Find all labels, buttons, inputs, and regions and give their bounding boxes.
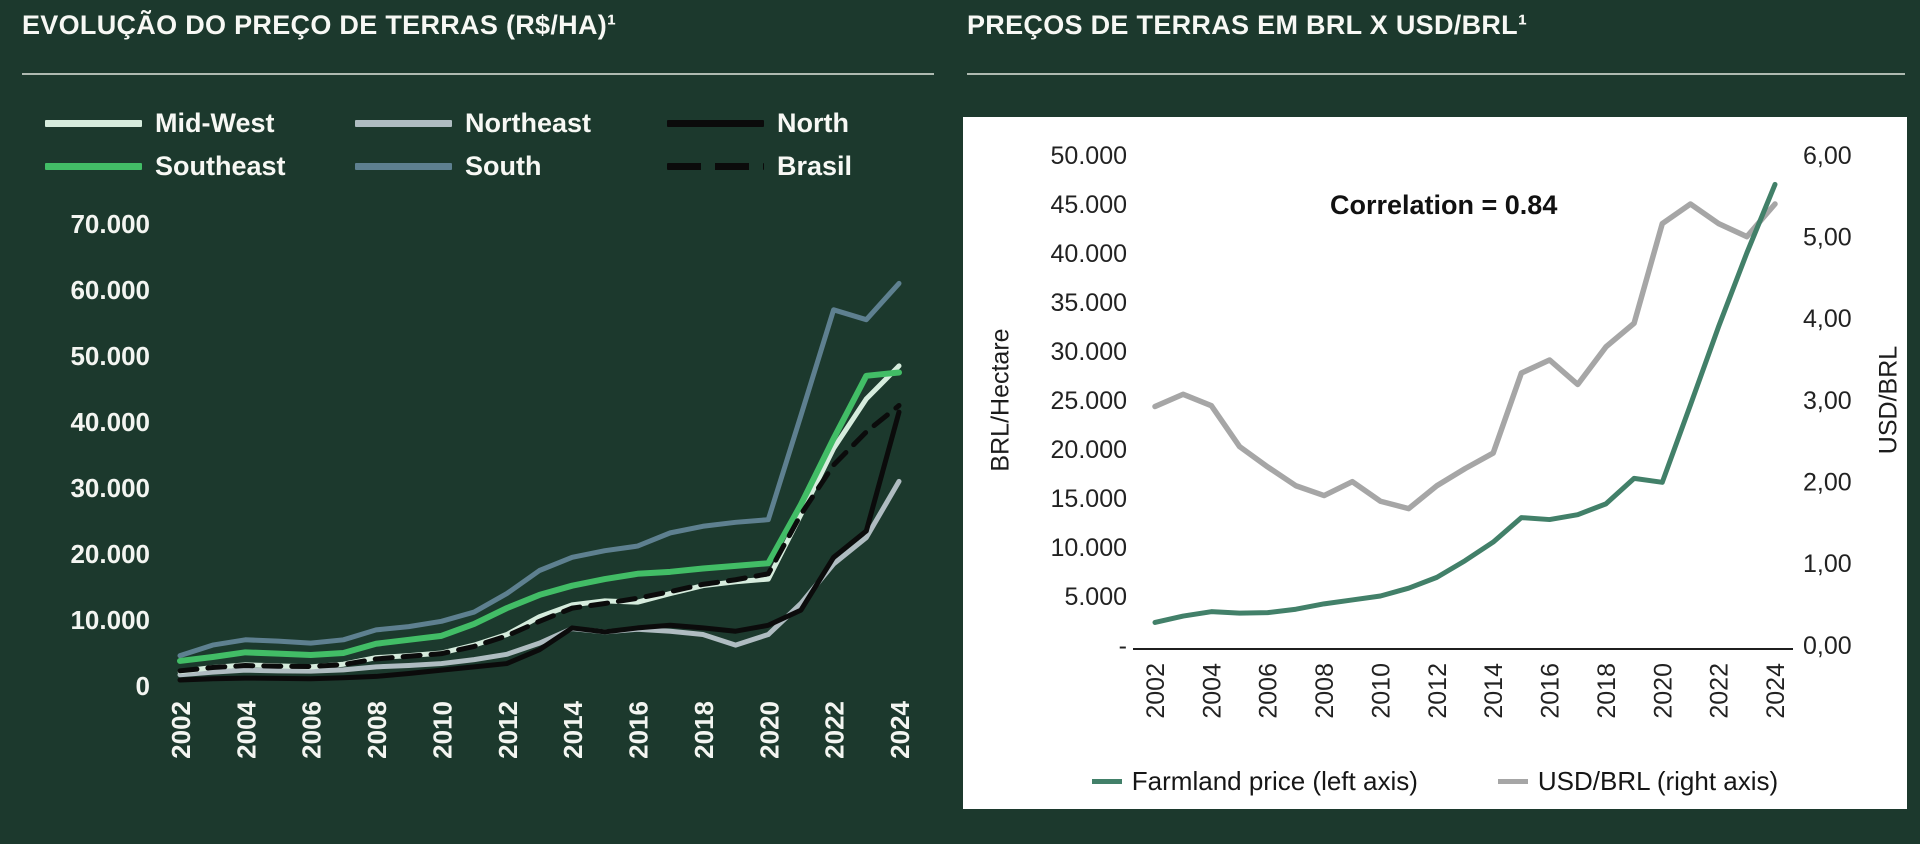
legend-swatch-southeast <box>45 162 142 170</box>
legend-swatch-brasil <box>667 162 764 170</box>
right-legend-swatch-usd-brl-right-axis <box>1497 779 1528 784</box>
brl-hectare-axis-title: BRL/Hectare <box>986 328 1015 472</box>
left-x-tick-label: 2016 <box>624 701 654 759</box>
legend-item-northeast: Northeast <box>355 106 667 140</box>
legend-label: North <box>777 107 849 138</box>
left-x-tick-label: 2004 <box>231 700 261 758</box>
right-legend-item-farmland-price-left-axis: Farmland price (left axis) <box>1091 766 1418 797</box>
left-x-tick-label: 2008 <box>362 701 392 759</box>
left-y-tick-label: 60.000 <box>70 275 150 305</box>
left-y-tick-label: 10.000 <box>70 605 150 635</box>
legend-swatch-north <box>667 119 764 127</box>
left-y-tick-label: 70.000 <box>70 209 150 239</box>
legend-swatch-south <box>355 162 452 170</box>
legend-swatch-mid-west <box>45 119 142 127</box>
legend-item-south: South <box>355 149 667 183</box>
legend-item-brasil: Brasil <box>667 149 967 183</box>
left-y-tick-label: 30.000 <box>70 473 150 503</box>
legend-label: Mid-West <box>155 107 275 138</box>
legend-swatch-northeast <box>355 119 452 127</box>
legend-item-north: North <box>667 106 967 140</box>
left-y-tick-label: 50.000 <box>70 341 150 371</box>
correlation-annotation: Correlation = 0.84 <box>1330 190 1558 220</box>
left-x-tick-label: 2012 <box>493 701 523 759</box>
left-x-tick-label: 2002 <box>166 701 196 759</box>
legend-item-mid-west: Mid-West <box>45 106 355 140</box>
left-y-tick-label: 0 <box>136 671 150 701</box>
right-chart-legend: Farmland price (left axis) USD/BRL (right… <box>963 766 1907 797</box>
legend-label: Northeast <box>465 107 592 138</box>
left-series-line-south <box>177 280 902 659</box>
left-chart-title: EVOLUÇÃO DO PREÇO DE TERRAS (R$/HA)¹ <box>22 10 617 40</box>
left-series-line-northeast <box>177 478 902 678</box>
right-legend-item-usd-brl-right-axis: USD/BRL (right axis) <box>1497 766 1779 797</box>
left-x-tick-label: 2010 <box>427 701 457 759</box>
left-x-tick-label: 2014 <box>558 700 588 758</box>
legend-item-southeast: Southeast <box>45 149 355 183</box>
usd-brl-axis-title: USD/BRL <box>1874 345 1903 455</box>
left-series-line-southeast <box>177 369 902 664</box>
legend-label: Southeast <box>155 150 286 181</box>
right-legend-label: USD/BRL (right axis) <box>1537 766 1779 796</box>
right-legend-label: Farmland price (left axis) <box>1131 766 1418 796</box>
right-chart-title: PREÇOS DE TERRAS EM BRL X USD/BRL¹ <box>967 10 1528 40</box>
left-chart-legend: Mid-West Northeast North Southeast South Bras… <box>45 106 967 183</box>
right-title-underline <box>967 73 1905 75</box>
left-x-tick-label: 2020 <box>754 701 784 759</box>
left-x-tick-label: 2022 <box>820 701 850 759</box>
left-x-tick-label: 2018 <box>689 701 719 759</box>
legend-label: South <box>465 150 542 181</box>
left-x-tick-label: 2006 <box>297 701 327 759</box>
left-title-underline <box>22 73 934 75</box>
left-series-line-north <box>177 409 902 683</box>
legend-label: Brasil <box>777 150 853 181</box>
left-y-tick-label: 20.000 <box>70 539 150 569</box>
left-y-tick-label: 40.000 <box>70 407 150 437</box>
right-legend-swatch-farmland-price-left-axis <box>1091 779 1122 784</box>
left-series-line-brasil <box>177 403 902 674</box>
left-series-line-mid-west <box>177 363 902 674</box>
left-x-tick-label: 2024 <box>885 700 915 758</box>
